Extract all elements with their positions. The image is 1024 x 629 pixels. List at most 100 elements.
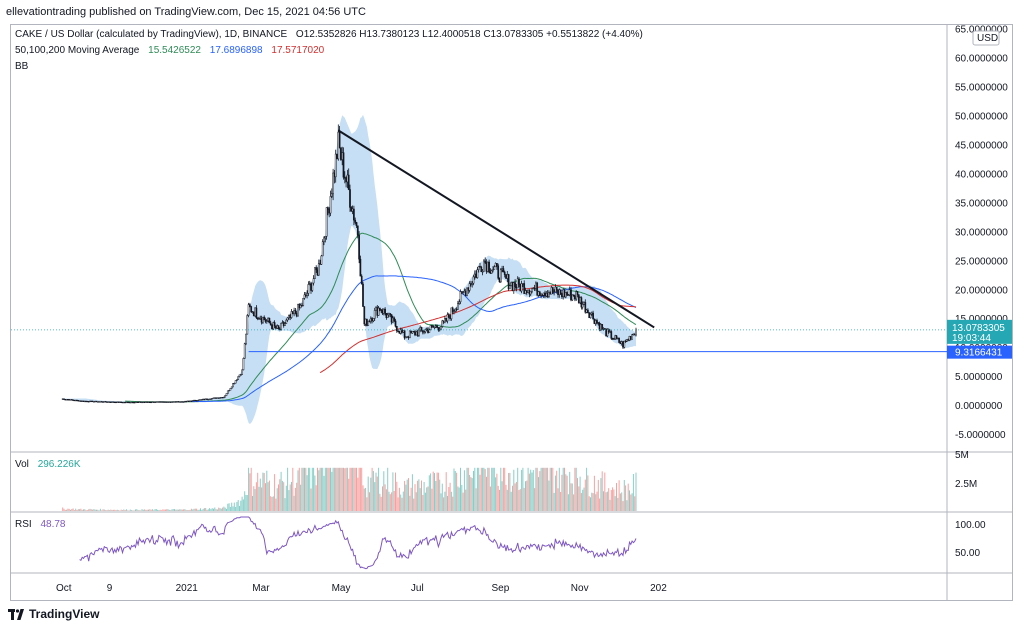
price-tick-label: 65.0000000 [955,25,1008,36]
candle-body [126,401,129,404]
support-level-tag [947,345,1012,359]
candle-body [529,291,532,295]
volume-bar [132,510,134,511]
volume-bar [362,485,364,511]
volume-bar [155,508,157,511]
volume-bar [241,496,243,511]
volume-bar [397,497,399,511]
candle-body [406,336,409,338]
candle-body [531,288,533,292]
volume-bar [465,489,467,511]
volume-bar [81,509,83,511]
volume-bar [265,483,266,511]
candle-body [488,261,490,273]
legend-symbol[interactable]: CAKE / US Dollar (calculated by TradingV… [15,29,288,40]
candle-body [224,395,227,398]
candle-body [147,401,150,403]
candle-body [587,309,589,314]
candle-body [129,401,132,404]
volume-bar [136,509,138,511]
candle-body [163,401,165,403]
candle-body [551,287,554,293]
volume-bar [414,484,416,511]
candle-body [90,400,93,403]
candle-body [463,290,466,293]
candle-body [195,400,198,402]
volume-bar [239,505,240,511]
volume-bar [365,487,367,511]
tradingview-footer[interactable]: TradingView [8,607,99,621]
candle-body [171,401,173,403]
volume-bar [632,474,634,511]
time-tick-label: 2021 [176,583,199,594]
volume-bar [448,487,450,511]
candle-body [150,401,152,404]
price-tick-label: -5.0000000 [955,430,1006,441]
candle-body [554,286,557,293]
volume-bar [317,467,318,511]
candle-body [113,401,116,404]
candle-body [245,333,247,344]
volume-bar [396,481,398,511]
candle-body [187,400,190,402]
volume-bar [198,509,200,511]
volume-bar [124,510,126,511]
volume-bar [353,467,355,511]
candle-body [577,294,580,303]
volume-bar [253,486,255,511]
candle-body [533,287,536,290]
volume-bar [619,493,621,511]
volume-bar [388,491,390,511]
volume-bar [187,510,188,511]
legend-vol-label[interactable]: Vol [15,459,29,470]
candle-body [532,287,535,290]
price-axis[interactable]: 65.0000000 60.0000000 55.0000000 50.0000000… [947,25,1013,559]
volume-bar [478,467,480,511]
volume-bar [530,469,532,511]
candle-body [242,358,245,371]
candle-body [442,320,445,323]
candle-body [553,291,555,293]
candle-body [116,401,119,403]
volume-bar [479,474,481,511]
candle-body [81,400,84,402]
candle-body [332,172,334,195]
volume-bar [534,488,536,511]
volume-bar [371,467,373,511]
legend-rsi-label[interactable]: RSI [15,519,32,530]
volume-bar [335,467,337,511]
candle-body [65,399,68,401]
chart-canvas[interactable]: 65.0000000 60.0000000 55.0000000 50.0000000… [11,25,1013,601]
candle-body [148,401,151,403]
price-candles [61,124,637,404]
volume-bar [263,472,265,511]
candle-body [353,208,355,221]
candle-body [63,398,65,400]
volume-bar [311,467,313,511]
candle-body [259,318,262,320]
volume-bar [580,493,582,511]
volume-bar [454,471,456,511]
candle-body [480,266,483,273]
volume-bar [279,479,281,511]
legend-bb: BB [15,61,28,72]
time-axis[interactable]: Oct 9 2021 Mar May Jul Sep Nov 202 [56,583,667,594]
legend-bb-label[interactable]: BB [15,61,29,72]
candle-body [451,307,454,313]
volume-bar [123,509,125,511]
volume-bar [591,492,593,511]
candle-body [103,401,106,403]
candle-body [128,401,130,404]
drawn-lines[interactable] [11,129,947,353]
candle-body [234,380,237,384]
volume-bar [626,500,628,511]
volume-bar [150,509,152,511]
candle-body [333,172,336,178]
volume-bar [207,509,209,511]
candle-body [236,379,238,381]
legend-ma-label[interactable]: 50,100,200 Moving Average [15,45,140,56]
price-tick-label: 50.0000000 [955,111,1008,122]
volume-bar [223,506,225,511]
volume-bar [115,510,117,511]
volume-bar [83,509,84,511]
